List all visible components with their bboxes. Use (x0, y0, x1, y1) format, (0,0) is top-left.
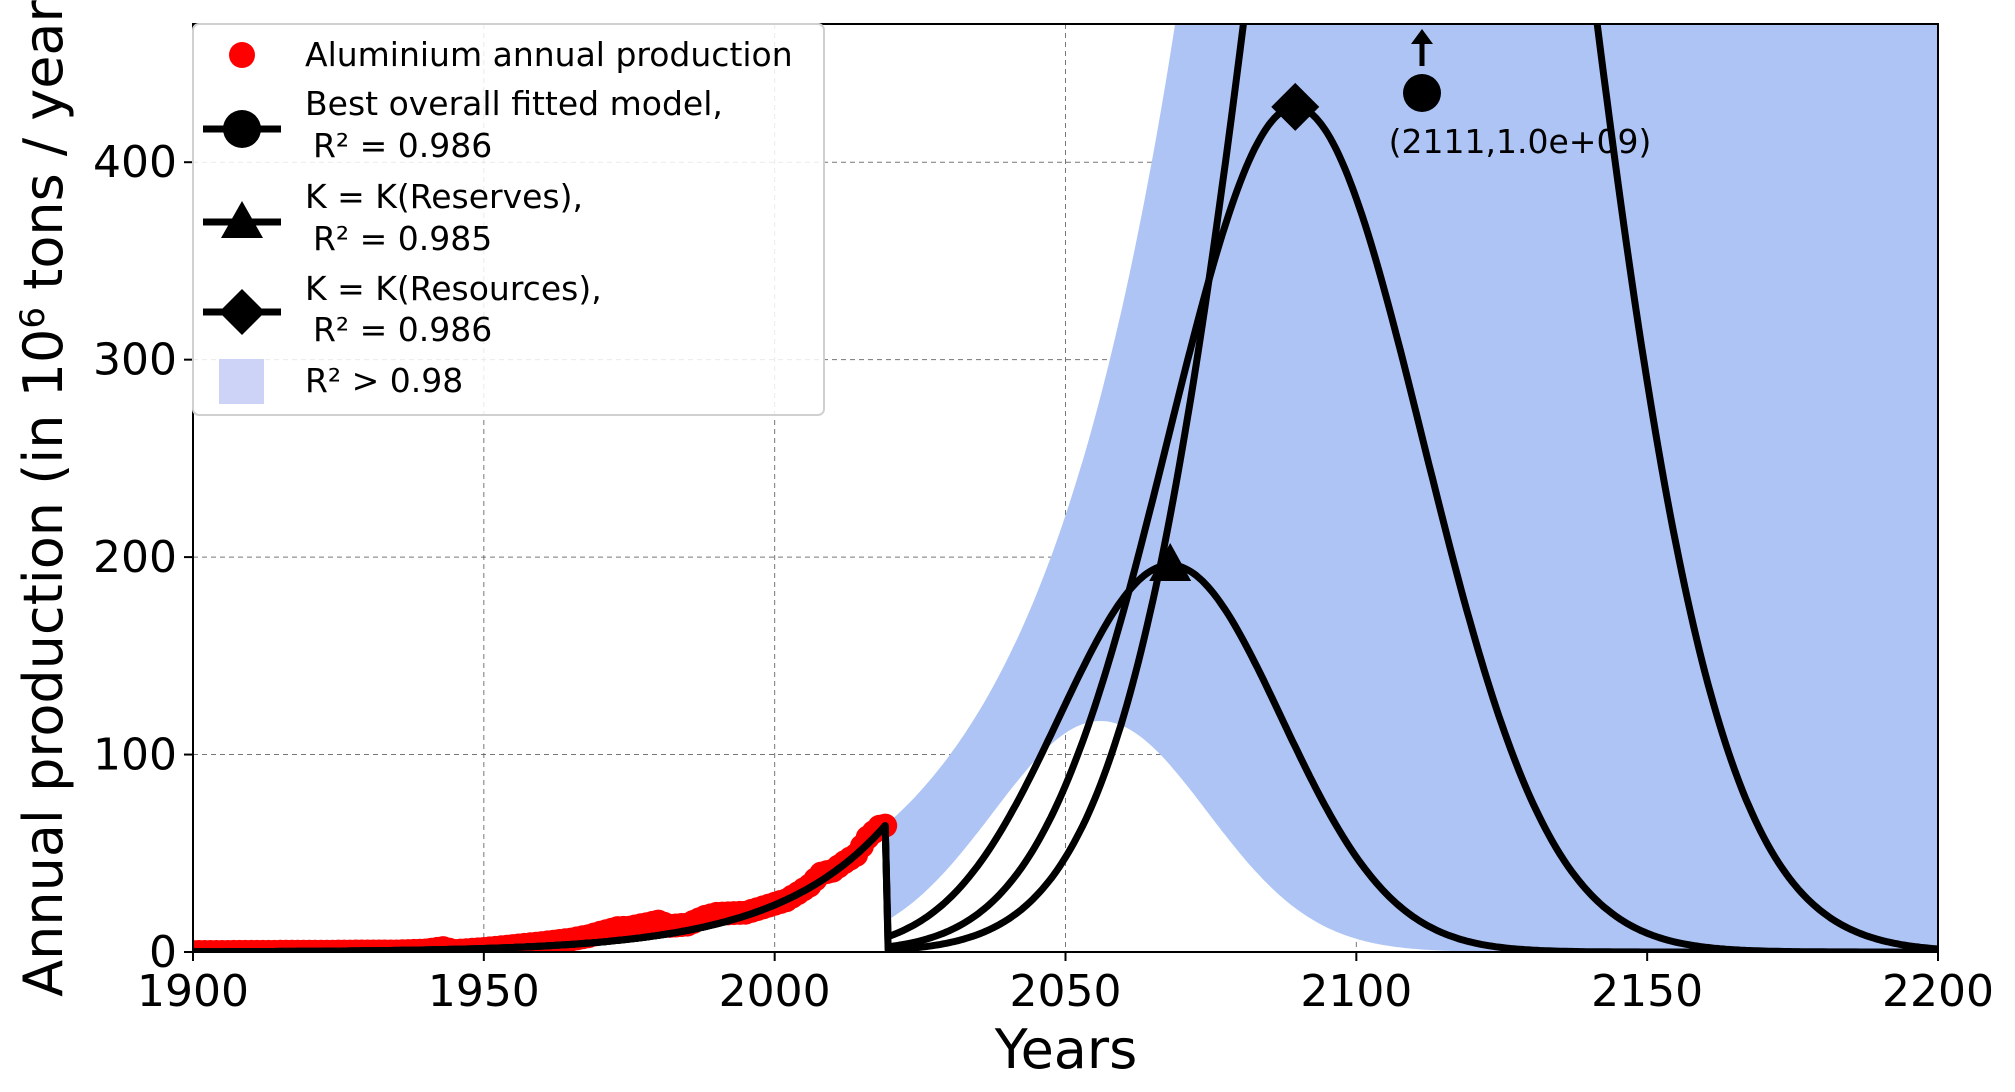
legend-label-resources-1: K = K(Resources), (305, 269, 602, 308)
legend: Aluminium annual production Best overall… (192, 23, 825, 416)
r2-band-area (885, 24, 1938, 952)
model-curve-diamond (193, 103, 1938, 952)
y-tick-label-200: 200 (93, 532, 177, 583)
legend-label-best-1: Best overall fitted model, (305, 84, 723, 123)
legend-entry-resources: K = K(Resources), R² = 0.986 (203, 269, 602, 349)
y-axis-label: Annual production (in 106 tons / year) (12, 0, 75, 997)
legend-box (192, 23, 825, 416)
y-tick-label-400: 400 (93, 137, 177, 188)
legend-label-reserves-2: R² = 0.985 (313, 219, 492, 258)
axis-ticks: 1900 1950 2000 2050 2100 2150 2200 0 100 200 300 40… (93, 137, 1994, 1017)
x-tick-label-2200: 2200 (1882, 966, 1994, 1017)
legend-label-best-2: R² = 0.986 (313, 126, 492, 165)
resources-peak-diamond-icon (1271, 82, 1320, 131)
x-tick-label-2000: 2000 (719, 966, 831, 1017)
r2-band-layer (885, 24, 1938, 952)
legend-label-observed: Aluminium annual production (305, 35, 793, 74)
legend-entry-observed: Aluminium annual production (229, 35, 793, 74)
peak-markers (1149, 82, 1320, 582)
legend-entry-band: R² > 0.98 (219, 359, 463, 404)
x-tick-label-2100: 2100 (1300, 966, 1412, 1017)
legend-circle-icon (223, 110, 261, 148)
y-tick-label-0: 0 (149, 927, 177, 978)
x-tick-label-2150: 2150 (1591, 966, 1703, 1017)
legend-label-resources-2: R² = 0.986 (313, 310, 492, 349)
legend-label-band: R² > 0.98 (305, 361, 463, 400)
y-tick-label-300: 300 (93, 335, 177, 386)
model-curves (193, 24, 1938, 952)
x-tick-label-1950: 1950 (428, 966, 540, 1017)
x-tick-label-1900: 1900 (137, 966, 249, 1017)
y-tick-label-100: 100 (93, 730, 177, 781)
x-tick-label-2050: 2050 (1010, 966, 1122, 1017)
best-model-peak-marker (1403, 74, 1441, 112)
peak-annotation: (2111,1.0e+09) (1389, 29, 1652, 161)
legend-entry-best-model: Best overall fitted model, R² = 0.986 (203, 84, 723, 165)
legend-label-reserves-1: K = K(Reserves), (305, 177, 583, 216)
x-axis-label: Years (994, 1018, 1137, 1081)
reserves-peak-triangle-icon (1149, 543, 1192, 582)
legend-triangle-icon (221, 201, 263, 238)
up-arrow-icon (1411, 29, 1433, 44)
legend-entry-reserves: K = K(Reserves), R² = 0.985 (203, 177, 583, 258)
legend-band-swatch (219, 359, 264, 404)
legend-red-dot-icon (229, 42, 255, 68)
peak-annotation-label: (2111,1.0e+09) (1389, 122, 1652, 161)
legend-diamond-icon (219, 289, 265, 335)
